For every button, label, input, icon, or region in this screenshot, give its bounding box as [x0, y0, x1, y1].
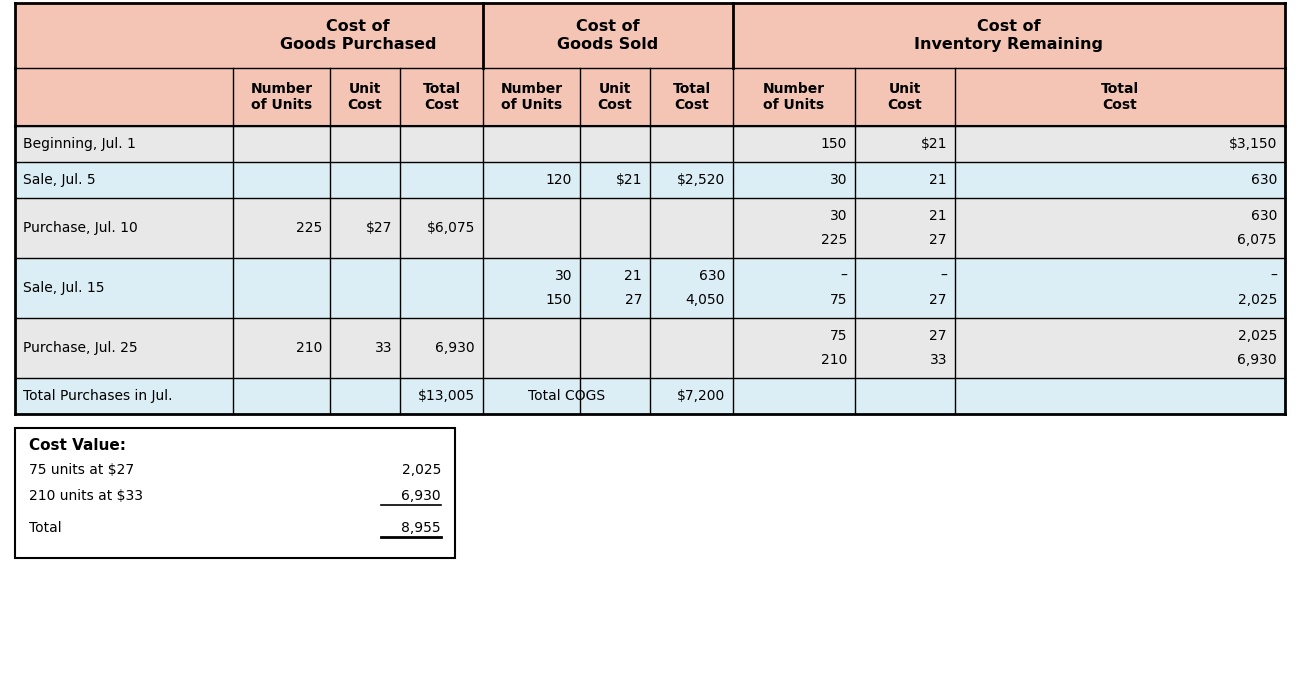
- Text: 225: 225: [296, 221, 322, 235]
- Text: Total: Total: [29, 521, 61, 535]
- Text: 6,930: 6,930: [436, 341, 474, 355]
- Text: –: –: [1270, 269, 1277, 283]
- Text: 75: 75: [829, 293, 848, 307]
- Bar: [16, 378, 1284, 414]
- Text: 27: 27: [930, 293, 946, 307]
- Text: 2,025: 2,025: [1238, 293, 1277, 307]
- Text: Total Purchases in Jul.: Total Purchases in Jul.: [23, 389, 173, 403]
- Text: 120: 120: [546, 173, 572, 187]
- Text: 75: 75: [829, 329, 848, 343]
- Text: 8,955: 8,955: [402, 521, 441, 535]
- Text: Number
of Units: Number of Units: [251, 82, 312, 112]
- Text: Purchase, Jul. 10: Purchase, Jul. 10: [23, 221, 138, 235]
- Text: 30: 30: [829, 173, 848, 187]
- Text: Unit
Cost: Unit Cost: [598, 82, 632, 112]
- Text: Cost of
Goods Purchased: Cost of Goods Purchased: [280, 19, 437, 52]
- Text: 2,025: 2,025: [402, 463, 441, 477]
- Text: $21: $21: [615, 173, 642, 187]
- Text: 27: 27: [930, 233, 946, 247]
- Text: Sale, Jul. 15: Sale, Jul. 15: [23, 281, 104, 295]
- Text: Purchase, Jul. 25: Purchase, Jul. 25: [23, 341, 138, 355]
- Text: 150: 150: [546, 293, 572, 307]
- Text: Total
Cost: Total Cost: [1101, 82, 1139, 112]
- Text: 30: 30: [829, 209, 848, 223]
- Bar: [16, 162, 1284, 198]
- Text: $2,520: $2,520: [677, 173, 725, 187]
- Bar: [16, 258, 1284, 318]
- Bar: [16, 126, 1284, 162]
- Text: 21: 21: [624, 269, 642, 283]
- Text: 150: 150: [820, 137, 848, 151]
- Text: –: –: [940, 269, 946, 283]
- Text: $27: $27: [365, 221, 393, 235]
- Text: 33: 33: [930, 353, 946, 367]
- Text: 210 units at $33: 210 units at $33: [29, 489, 143, 503]
- Bar: [16, 198, 1284, 258]
- Text: Total
Cost: Total Cost: [422, 82, 460, 112]
- Text: $13,005: $13,005: [417, 389, 474, 403]
- Text: 2,025: 2,025: [1238, 329, 1277, 343]
- Text: $7,200: $7,200: [677, 389, 725, 403]
- Text: 21: 21: [930, 173, 946, 187]
- Bar: [16, 68, 1284, 126]
- Text: 33: 33: [374, 341, 393, 355]
- Text: Sale, Jul. 5: Sale, Jul. 5: [23, 173, 96, 187]
- Text: 6,930: 6,930: [402, 489, 441, 503]
- Text: 630: 630: [698, 269, 725, 283]
- Text: 30: 30: [555, 269, 572, 283]
- Text: 6,075: 6,075: [1238, 233, 1277, 247]
- Text: 210: 210: [295, 341, 322, 355]
- Text: 6,930: 6,930: [1238, 353, 1277, 367]
- Text: 210: 210: [820, 353, 848, 367]
- Text: Number
of Units: Number of Units: [500, 82, 563, 112]
- Text: $21: $21: [920, 137, 946, 151]
- Text: Total
Cost: Total Cost: [672, 82, 711, 112]
- Text: Unit
Cost: Unit Cost: [347, 82, 382, 112]
- Text: Cost Value:: Cost Value:: [29, 439, 126, 453]
- Text: 27: 27: [930, 329, 946, 343]
- Text: 4,050: 4,050: [685, 293, 725, 307]
- Text: 27: 27: [624, 293, 642, 307]
- Text: 75 units at $27: 75 units at $27: [29, 463, 134, 477]
- Bar: [16, 318, 1284, 378]
- Text: –: –: [840, 269, 848, 283]
- Text: 630: 630: [1251, 209, 1277, 223]
- Text: $6,075: $6,075: [426, 221, 474, 235]
- Text: Cost of
Inventory Remaining: Cost of Inventory Remaining: [914, 19, 1104, 52]
- Text: 21: 21: [930, 209, 946, 223]
- Text: Number
of Units: Number of Units: [763, 82, 826, 112]
- Text: Beginning, Jul. 1: Beginning, Jul. 1: [23, 137, 136, 151]
- Bar: [16, 428, 455, 558]
- Text: Total COGS: Total COGS: [528, 389, 605, 403]
- Text: 225: 225: [820, 233, 848, 247]
- Text: $3,150: $3,150: [1228, 137, 1277, 151]
- Text: 630: 630: [1251, 173, 1277, 187]
- Bar: [16, 3, 1284, 68]
- Text: Unit
Cost: Unit Cost: [888, 82, 923, 112]
- Text: Cost of
Goods Sold: Cost of Goods Sold: [558, 19, 659, 52]
